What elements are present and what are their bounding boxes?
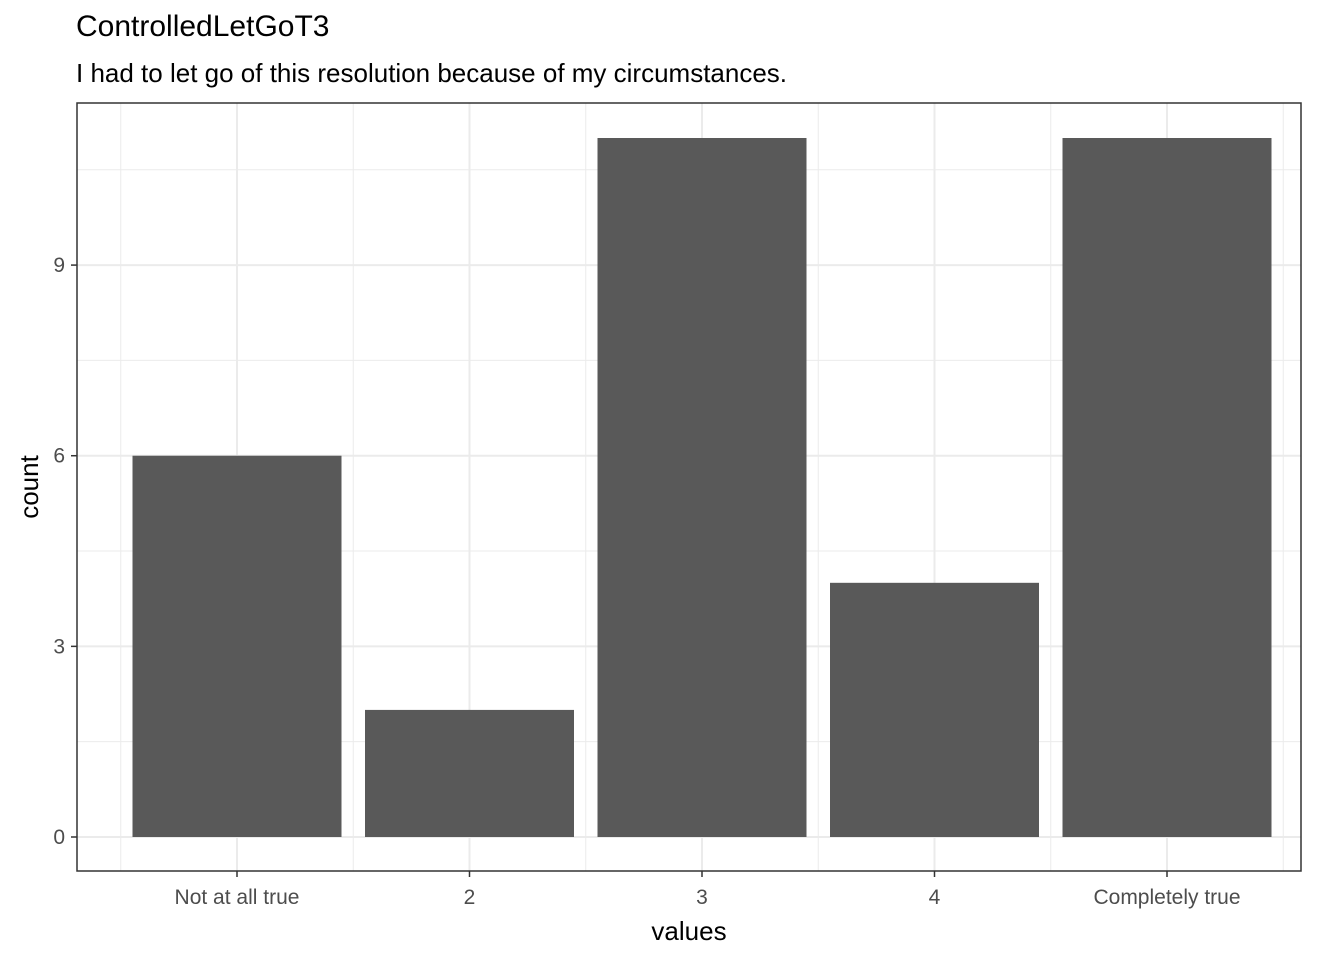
y-tick-label: 6 xyxy=(53,445,65,468)
x-tick-label: 3 xyxy=(696,886,708,909)
y-axis-title: count xyxy=(14,454,44,518)
bar xyxy=(597,138,807,837)
x-axis: Not at all true 2 3 4 Completely true xyxy=(175,871,1241,909)
chart-subtitle: I had to let go of this resolution becau… xyxy=(76,58,788,88)
x-tick-label: Not at all true xyxy=(175,886,300,909)
chart-title: ControlledLetGoT3 xyxy=(76,10,330,43)
y-tick-label: 0 xyxy=(53,826,65,849)
x-tick-label: 4 xyxy=(929,886,941,909)
y-tick-label: 3 xyxy=(53,635,65,658)
x-axis-title: values xyxy=(651,916,726,946)
y-tick-label: 9 xyxy=(53,254,65,277)
x-tick-label: 2 xyxy=(464,886,476,909)
panel-border xyxy=(76,102,1302,872)
x-tick-label: Completely true xyxy=(1093,886,1240,909)
bars xyxy=(132,138,1272,837)
y-axis: 0 3 6 9 xyxy=(53,254,77,849)
bar xyxy=(132,455,342,837)
bar xyxy=(365,709,574,837)
bar xyxy=(1062,138,1272,837)
bar xyxy=(830,582,1039,837)
